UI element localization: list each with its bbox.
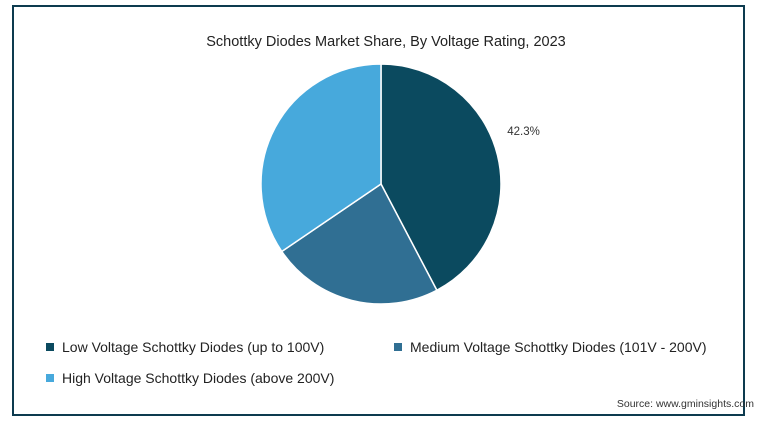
legend-swatch-low-voltage — [46, 343, 54, 351]
source-note: Source: www.gminsights.com — [616, 398, 754, 410]
legend-swatch-high-voltage — [46, 374, 54, 382]
legend-label-medium-voltage: Medium Voltage Schottky Diodes (101V - 2… — [410, 339, 707, 355]
pie-slice-medium-voltage — [280, 182, 438, 305]
legend-label-high-voltage: High Voltage Schottky Diodes (above 200V… — [62, 370, 335, 386]
legend-item-medium-voltage: Medium Voltage Schottky Diodes (101V - 2… — [394, 339, 707, 355]
data-label-low-voltage: 42.3% — [507, 126, 540, 138]
pie-slice-low-voltage — [380, 63, 502, 292]
legend-item-low-voltage: Low Voltage Schottky Diodes (up to 100V) — [46, 339, 324, 355]
legend-swatch-medium-voltage — [394, 343, 402, 351]
chart-title: Schottky Diodes Market Share, By Voltage… — [206, 34, 566, 50]
legend-label-low-voltage: Low Voltage Schottky Diodes (up to 100V) — [62, 339, 325, 355]
legend-item-high-voltage: High Voltage Schottky Diodes (above 200V… — [46, 370, 334, 386]
pie-slice-high-voltage — [260, 63, 382, 253]
